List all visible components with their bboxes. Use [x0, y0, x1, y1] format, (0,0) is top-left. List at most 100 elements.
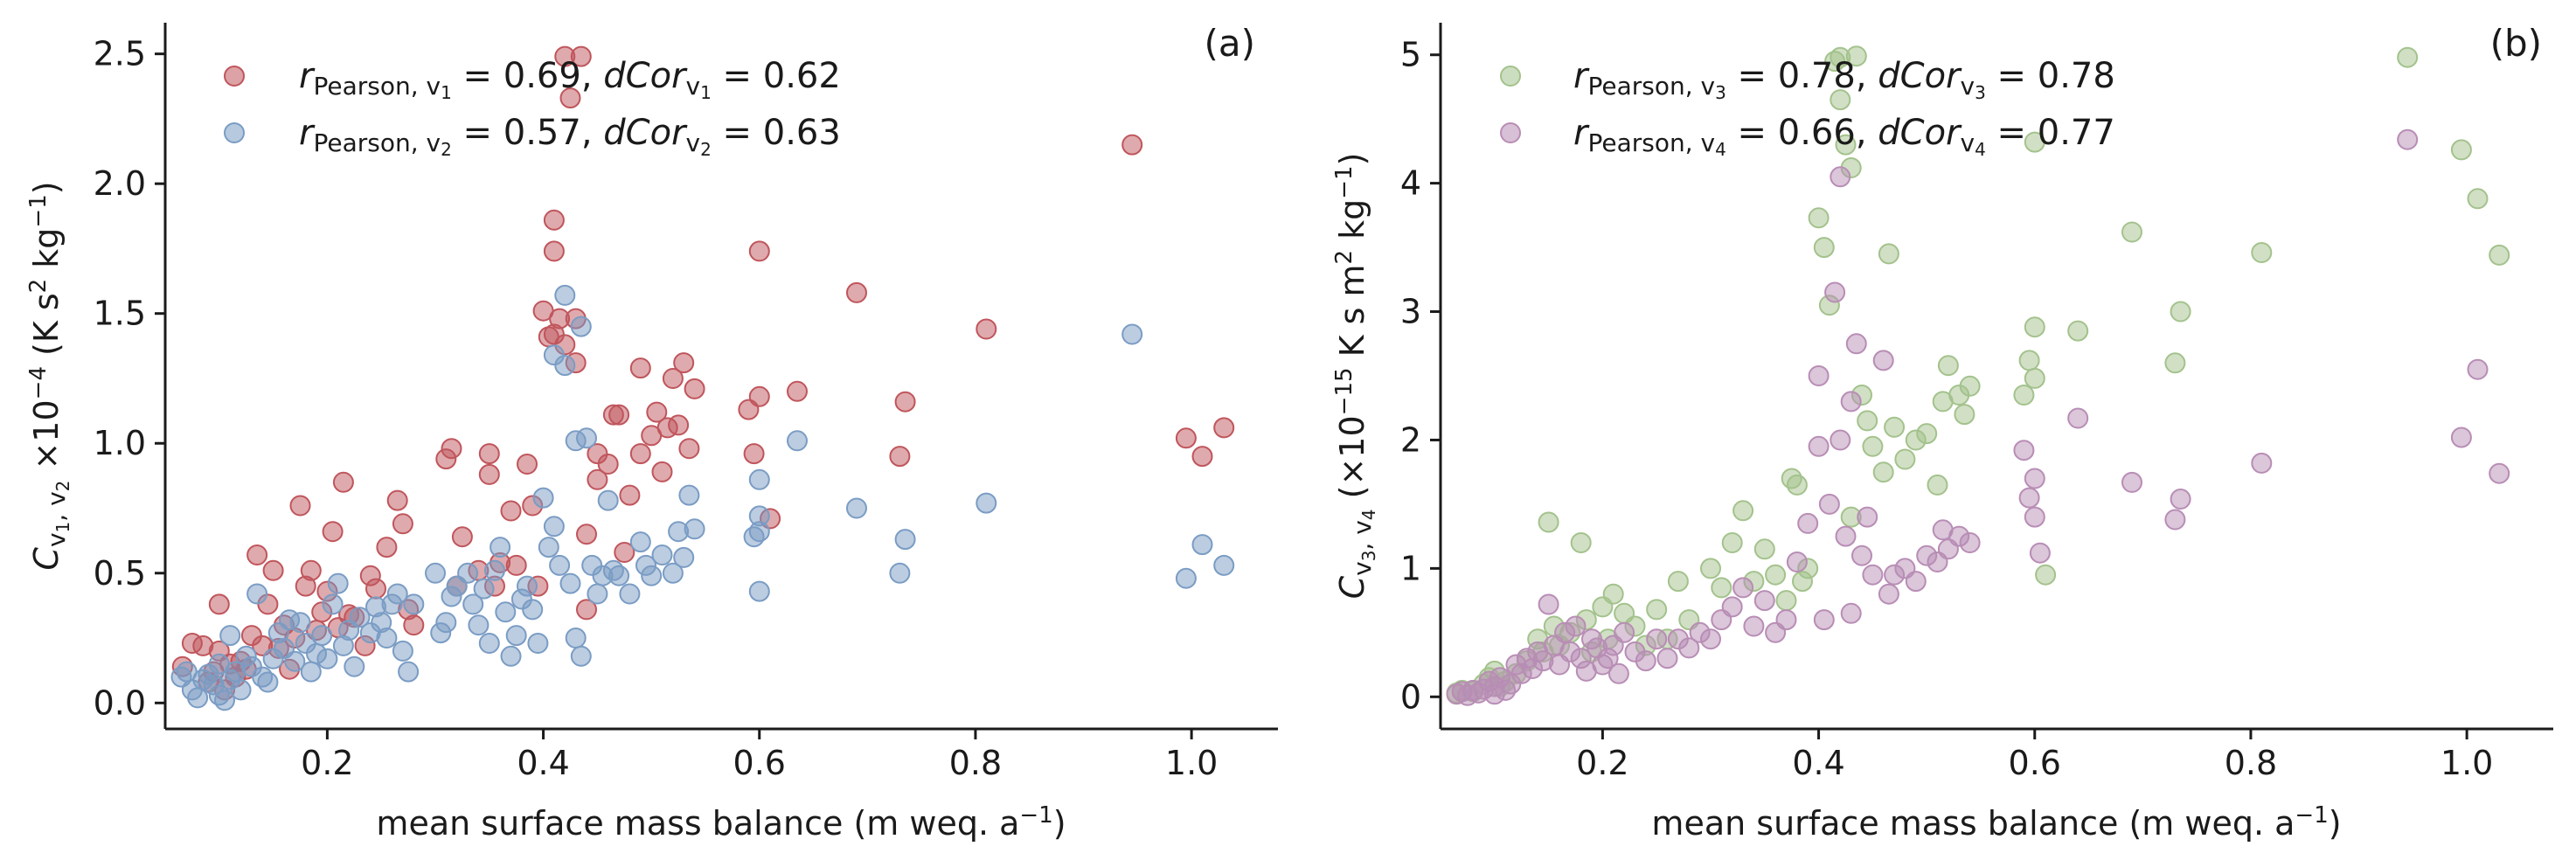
point-v2-55 — [484, 559, 505, 581]
point-v1-13 — [246, 544, 268, 565]
point-v4-56 — [1830, 429, 1851, 451]
point-v3-55 — [1878, 243, 1899, 265]
point-v4-65 — [1878, 583, 1899, 605]
point-v1-21 — [289, 495, 311, 517]
point-v2-90 — [673, 546, 695, 568]
point-v2-92 — [684, 518, 705, 540]
panel-b-axes — [1439, 23, 2553, 731]
point-v1-62 — [559, 87, 581, 109]
point-v3-70 — [2024, 367, 2045, 389]
point-v3-35 — [1765, 564, 1787, 586]
point-v2-35 — [349, 607, 371, 628]
point-v3-50 — [1845, 45, 1867, 67]
point-v4-50 — [1808, 435, 1830, 457]
legend-marker-v1 — [224, 66, 245, 87]
point-v1-65 — [570, 45, 592, 67]
point-v3-76 — [2251, 242, 2273, 263]
point-v2-28 — [311, 625, 333, 647]
point-v2-105 — [1191, 534, 1213, 556]
y-tick-label: 2.5 — [94, 35, 146, 73]
point-v1-88 — [748, 240, 770, 262]
point-v1-35 — [376, 537, 398, 558]
point-v2-13 — [230, 679, 252, 701]
point-v3-30 — [1711, 577, 1732, 599]
x-tick-label: 1.0 — [2441, 744, 2493, 782]
point-v4-34 — [1635, 650, 1656, 672]
point-v1-49 — [500, 500, 522, 522]
point-v2-100 — [889, 562, 911, 584]
x-tick-label: 0.2 — [1576, 744, 1628, 782]
point-v2-65 — [538, 537, 559, 558]
y-tick-label: 5 — [1400, 36, 1421, 74]
point-v2-86 — [641, 565, 663, 586]
y-tick-label: 1.5 — [94, 295, 146, 333]
point-v2-18 — [257, 671, 279, 693]
point-v2-51 — [462, 593, 484, 615]
point-v4-62 — [1857, 506, 1878, 528]
point-v1-66 — [576, 524, 597, 545]
point-v2-50 — [457, 562, 479, 584]
point-v4-48 — [1786, 551, 1808, 572]
point-v4-43 — [1732, 577, 1754, 599]
panel-b-y-ticks: 0 1 2 3 4 5 — [1400, 36, 1441, 716]
point-v4-77 — [2024, 468, 2045, 489]
point-v4-36 — [1656, 648, 1678, 669]
point-v2-83 — [619, 583, 641, 605]
point-v3-65 — [1959, 375, 1981, 397]
x-tick-label: 1.0 — [1165, 744, 1218, 782]
point-v3-72 — [2067, 320, 2089, 342]
point-v3-69 — [2024, 316, 2045, 338]
point-v2-75 — [570, 645, 592, 667]
point-v2-39 — [376, 628, 398, 649]
point-v2-63 — [527, 633, 549, 654]
legend-label-v3: rPearson, v3 = 0.78, dCorv3 = 0.78 — [1573, 56, 2115, 103]
point-v3-80 — [2489, 244, 2510, 266]
point-v4-80 — [2067, 407, 2089, 429]
point-v4-31 — [1607, 662, 1629, 684]
point-v2-56 — [490, 537, 511, 558]
point-v3-46 — [1830, 89, 1851, 111]
point-v4-64 — [1872, 350, 1894, 371]
point-v4-32 — [1614, 621, 1635, 643]
point-v3-57 — [1894, 448, 1916, 470]
point-v1-43 — [451, 526, 473, 548]
point-v2-45 — [425, 562, 446, 584]
point-v4-83 — [2170, 489, 2191, 510]
x-tick-label: 0.6 — [733, 744, 786, 782]
point-v3-78 — [2450, 139, 2472, 161]
point-v3-68 — [2024, 131, 2045, 153]
point-v3-16 — [1570, 532, 1592, 553]
point-v2-67 — [543, 516, 565, 538]
point-v2-76 — [576, 427, 597, 449]
point-v3-77 — [2397, 46, 2419, 68]
point-v2-91 — [678, 484, 700, 506]
x-tick-label: 0.6 — [2009, 744, 2061, 782]
point-v3-31 — [1721, 532, 1743, 553]
panel-b-label: (b) — [2490, 22, 2542, 65]
point-v2-102 — [976, 492, 997, 514]
point-v2-11 — [219, 625, 241, 647]
y-tick-label: 2.0 — [94, 164, 146, 203]
point-v3-54 — [1872, 461, 1894, 483]
point-v4-75 — [2013, 440, 2035, 461]
point-v3-79 — [2467, 188, 2489, 210]
point-v4-44 — [1743, 615, 1765, 637]
point-v3-25 — [1646, 599, 1668, 621]
panel-b-x-label: mean surface mass balance (m weq. a−1) — [1651, 802, 2341, 843]
panel-b-legend: rPearson, v3 = 0.78, dCorv3 = 0.78 rPear… — [1500, 56, 2115, 160]
point-v3-73 — [2121, 221, 2142, 243]
point-v1-46 — [478, 463, 500, 485]
point-v2-97 — [748, 580, 770, 602]
legend-label-v1: rPearson, v1 = 0.69, dCorv1 = 0.62 — [299, 56, 841, 103]
point-v2-43 — [398, 661, 420, 683]
point-v2-106 — [1213, 554, 1235, 576]
point-v2-73 — [565, 628, 587, 649]
point-v3-38 — [1786, 474, 1808, 496]
point-v1-69 — [587, 468, 608, 490]
point-v3-53 — [1862, 435, 1884, 457]
point-v1-74 — [619, 484, 641, 506]
point-v3-34 — [1753, 538, 1775, 560]
point-v2-23 — [284, 650, 306, 672]
point-v4-53 — [1818, 493, 1840, 515]
